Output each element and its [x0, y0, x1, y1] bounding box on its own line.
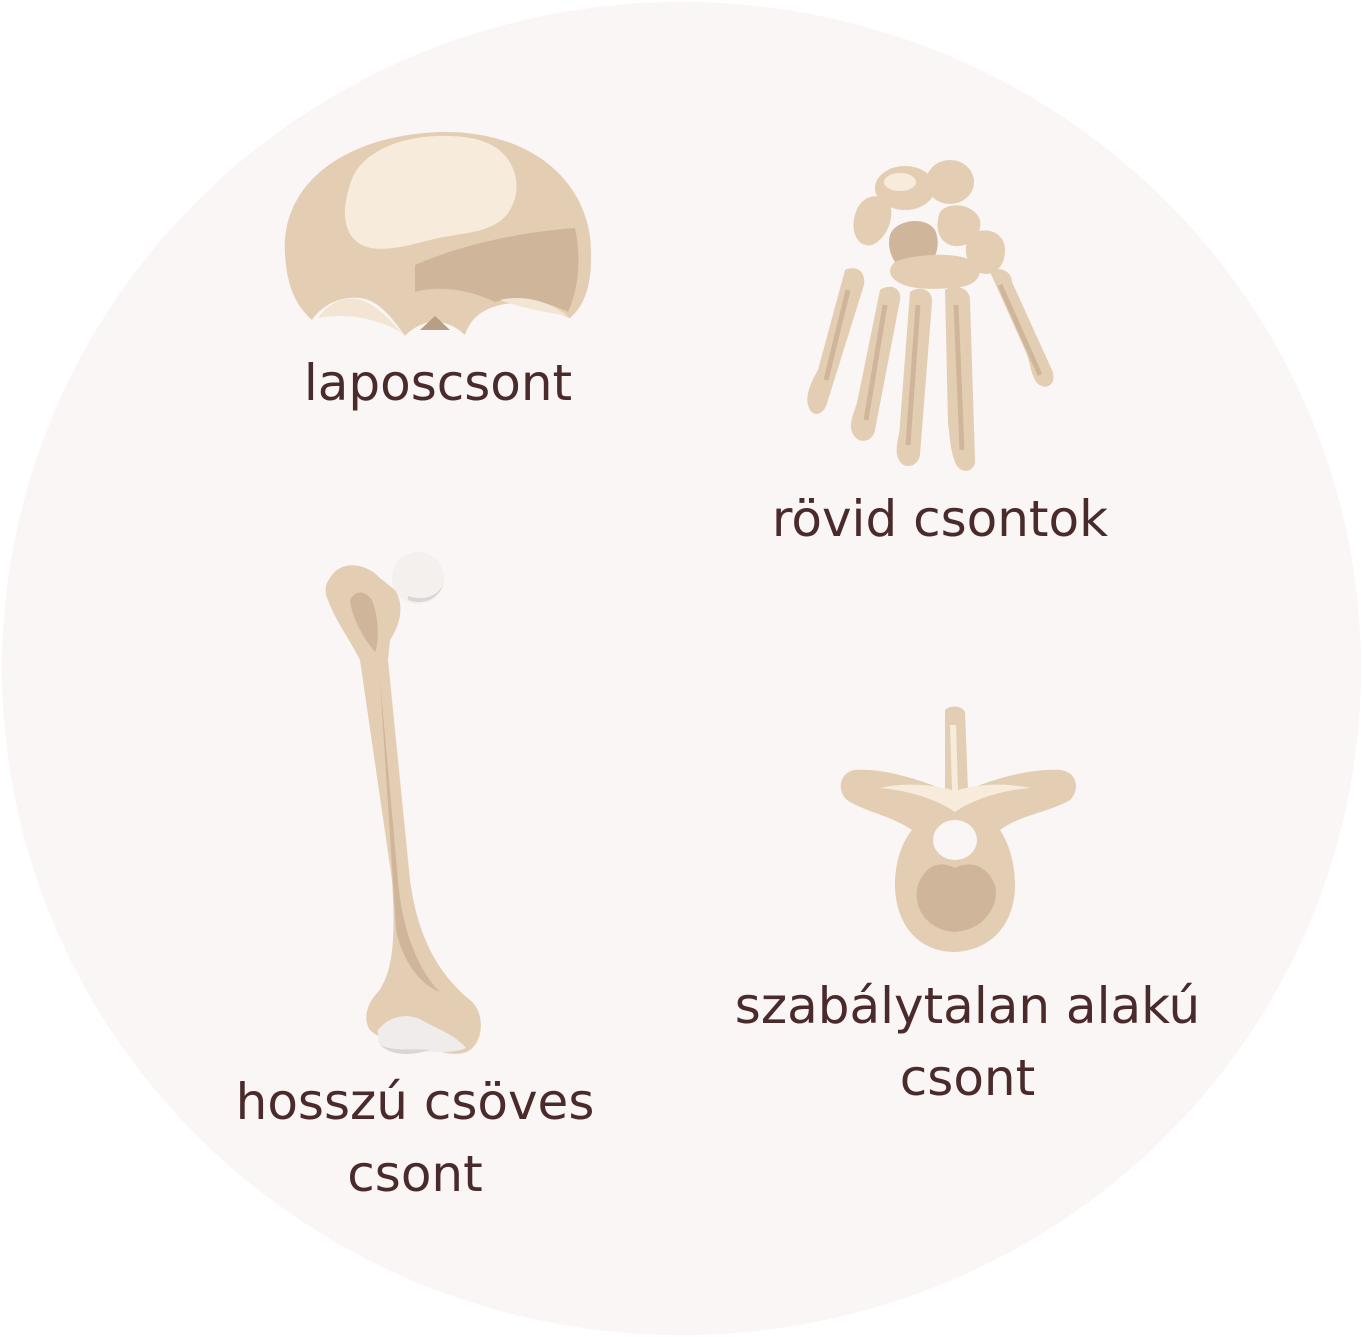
- flat-bone-label-line: laposcsont: [303, 354, 573, 412]
- skull-cap-illustration: [284, 131, 592, 336]
- irregular-bone-label-line-1: szabálytalan alakú: [734, 977, 1201, 1035]
- long-bone-label-line-2: csont: [347, 1145, 483, 1203]
- irregular-bone-label: szabálytalan alakú csont: [700, 970, 1235, 1114]
- irregular-bone-label-line-2: csont: [899, 1049, 1036, 1107]
- flat-bone-label: laposcsont: [238, 347, 638, 419]
- hand-bones-illustration: [807, 160, 1054, 471]
- long-bone-label: hosszú csöves csont: [190, 1066, 640, 1210]
- short-bones-label-line: rövid csontok: [771, 490, 1109, 548]
- femur-illustration: [325, 552, 481, 1055]
- short-bones-label: rövid csontok: [730, 483, 1150, 555]
- vertebra-illustration: [840, 706, 1076, 952]
- long-bone-label-line-1: hosszú csöves: [235, 1073, 595, 1131]
